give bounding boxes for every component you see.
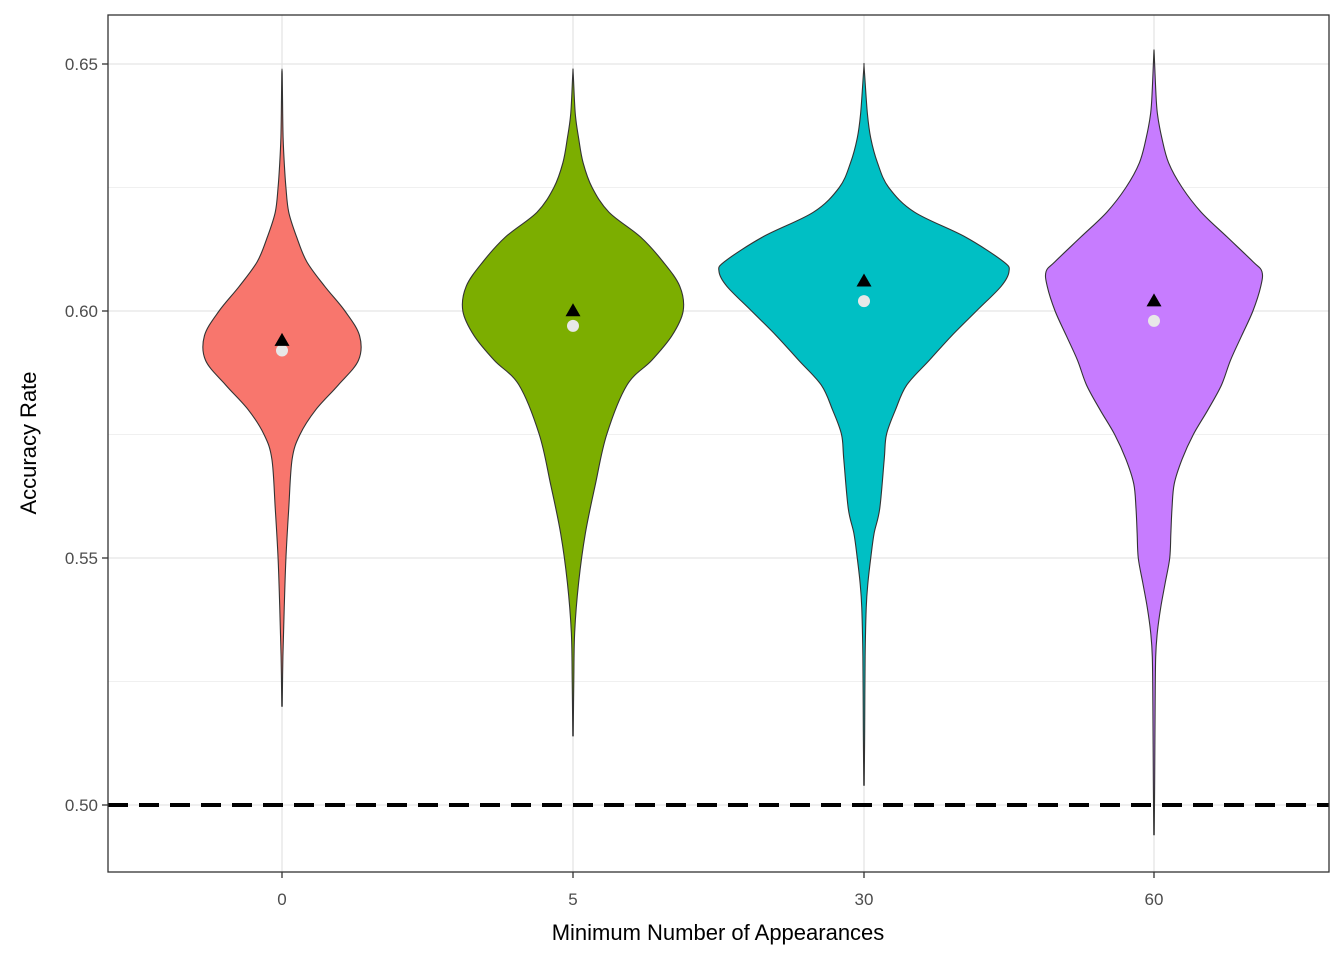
summary-points xyxy=(274,273,1162,357)
x-tick-label: 5 xyxy=(568,890,577,909)
x-axis: 0 5 30 60 xyxy=(277,872,1163,909)
y-tick-label: 0.50 xyxy=(65,796,98,815)
violin-60 xyxy=(1044,49,1264,836)
median-point-30 xyxy=(858,295,870,308)
violin-30 xyxy=(718,62,1010,786)
median-point-0 xyxy=(276,344,288,357)
x-tick-label: 30 xyxy=(855,890,874,909)
violin-0 xyxy=(202,68,362,707)
y-tick-label: 0.65 xyxy=(65,55,98,74)
violin-5 xyxy=(461,68,685,737)
mean-point-30 xyxy=(856,273,872,287)
median-point-5 xyxy=(567,319,579,332)
mean-point-5 xyxy=(565,303,581,317)
y-tick-label: 0.55 xyxy=(65,549,98,568)
median-point-60 xyxy=(1148,314,1160,327)
x-tick-label: 60 xyxy=(1145,890,1164,909)
mean-point-0 xyxy=(274,332,290,346)
x-tick-label: 0 xyxy=(277,890,286,909)
y-axis: 0.50 0.55 0.60 0.65 xyxy=(65,55,108,815)
panel-border xyxy=(107,14,1330,873)
y-tick-label: 0.60 xyxy=(65,302,98,321)
y-axis-title: Accuracy Rate xyxy=(16,371,41,514)
violins xyxy=(202,49,1264,836)
x-axis-title: Minimum Number of Appearances xyxy=(552,920,885,945)
mean-point-60 xyxy=(1146,293,1162,307)
